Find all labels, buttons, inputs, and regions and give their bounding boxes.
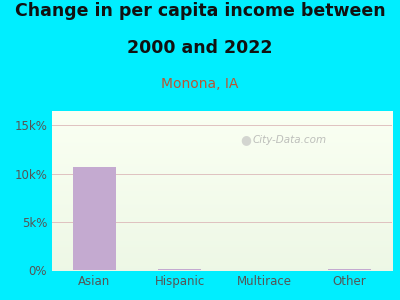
Text: Monona, IA: Monona, IA: [161, 76, 239, 91]
Bar: [328, 269, 371, 270]
Text: Change in per capita income between: Change in per capita income between: [15, 2, 385, 20]
Bar: [158, 269, 201, 270]
Text: ●: ●: [240, 133, 251, 146]
Bar: [73, 167, 116, 270]
Text: City-Data.com: City-Data.com: [253, 135, 327, 145]
Text: 2000 and 2022: 2000 and 2022: [127, 39, 273, 57]
